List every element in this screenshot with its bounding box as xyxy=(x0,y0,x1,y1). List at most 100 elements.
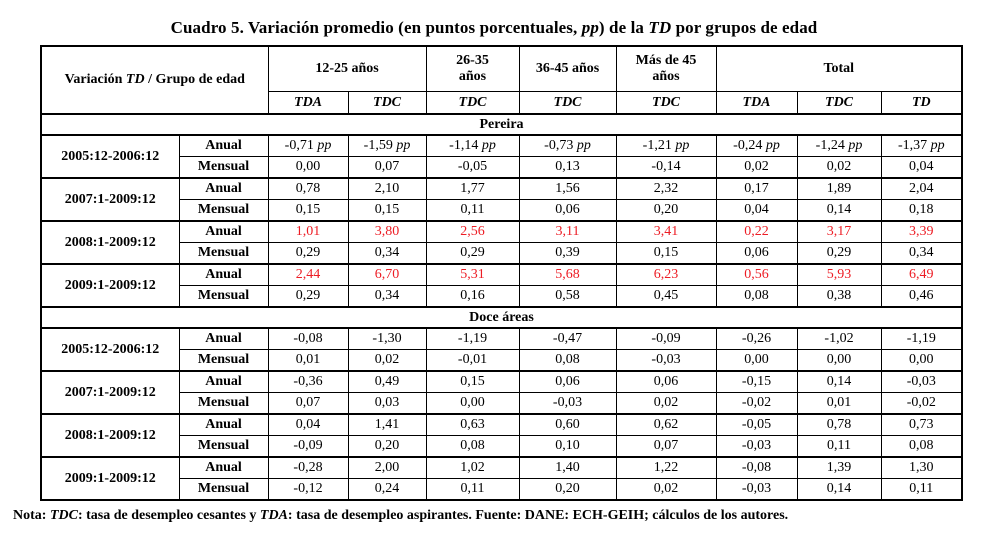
table-row: 2008:1-2009:12 Anual 0,04 1,41 0,63 0,60 0,62-… xyxy=(40,413,963,458)
value-cell: 0,18 xyxy=(880,199,963,222)
value-cell: 1,22 xyxy=(615,456,717,479)
value-cell: 0,10 xyxy=(518,435,617,458)
value-cell: 5,31 xyxy=(425,263,520,286)
value-cell: 1,30 xyxy=(880,456,963,479)
frequency-label: Anual xyxy=(178,134,269,157)
value-cell: 0,06 xyxy=(518,370,617,393)
value-cell: -0,08 xyxy=(715,456,798,479)
value-cell: 0,11 xyxy=(796,435,882,458)
value-cell: -0,24 pp xyxy=(715,134,798,157)
value-cell: -0,71 pp xyxy=(267,134,349,157)
value-cell: -1,14 pp xyxy=(425,134,520,157)
value-cell: -0,73 pp xyxy=(518,134,617,157)
value-cell: 0,20 xyxy=(518,478,617,501)
section-row: Pereira xyxy=(40,113,963,136)
table-row: Mensual -0,12 0,24 0,11 0,20 0,02 -0,03 0,14 0,1… xyxy=(41,478,963,501)
text-segment: / Grupo de edad xyxy=(144,72,245,88)
value-cell: -0,14 xyxy=(615,156,717,179)
value-cell: -0,12 xyxy=(267,478,349,501)
value-cell: 0,14 xyxy=(796,199,882,222)
table-body: Pereira 2005:12-2006:12 Anual -0,71 pp -1,59… xyxy=(40,113,963,501)
frequency-label: Mensual xyxy=(178,392,269,415)
value-cell: 0,06 xyxy=(518,199,617,222)
value-cell: 0,08 xyxy=(880,435,963,458)
value-cell: -0,05 xyxy=(715,413,798,436)
value-cell: -1,19 xyxy=(880,327,963,350)
table-row: Mensual -0,09 0,20 0,08 0,10 0,07 -0,03 0,11 0,0… xyxy=(41,435,963,458)
value-cell: -0,03 xyxy=(518,392,617,415)
value-cell: -1,30 xyxy=(347,327,427,350)
value-cell: 0,22 xyxy=(715,220,798,243)
value-cell: 6,70 xyxy=(347,263,427,286)
value-cell: 0,29 xyxy=(267,285,349,308)
period-cell: 2007:1-2009:12 xyxy=(40,370,180,415)
period-cell: 2009:1-2009:12 xyxy=(40,456,180,501)
value-cell: -1,02 xyxy=(796,327,882,350)
value-cell: 0,04 xyxy=(267,413,349,436)
value-cell: 3,39 xyxy=(880,220,963,243)
value-cell: 0,78 xyxy=(267,177,349,200)
section-label: Doce áreas xyxy=(40,306,963,329)
table-row: 2009:1-2009:12 Anual -0,28 2,00 1,02 1,40 1,22… xyxy=(40,456,963,501)
frequency-label: Mensual xyxy=(178,435,269,458)
table-row: Mensual 0,01 0,02 -0,01 0,08 -0,03 0,00 0,00 0,0… xyxy=(41,349,963,372)
value-cell: 0,78 xyxy=(796,413,882,436)
col-group-26-35: 26-35 años xyxy=(425,45,520,92)
col-group-mas-45: Más de 45 años xyxy=(615,45,717,92)
period-cell: 2005:12-2006:12 xyxy=(40,327,180,372)
value-cell: 0,15 xyxy=(615,242,717,265)
footnote: Nota: TDC: tasa de desempleo cesantes y … xyxy=(13,508,988,524)
subheader-tdc-mas-45: TDC xyxy=(615,91,717,115)
value-cell: 0,00 xyxy=(267,156,349,179)
value-cell: 0,02 xyxy=(796,156,882,179)
value-cell: 0,63 xyxy=(425,413,520,436)
value-cell: 1,89 xyxy=(796,177,882,200)
value-cell: -0,28 xyxy=(267,456,349,479)
value-cell: 0,13 xyxy=(518,156,617,179)
frequency-label: Anual xyxy=(178,413,269,436)
italic-text-segment: TD xyxy=(648,18,672,37)
frequency-label: Anual xyxy=(178,456,269,479)
pp-unit-label: pp xyxy=(478,138,496,154)
subheader-td-total: TD xyxy=(880,91,963,115)
value-cell: -0,09 xyxy=(267,435,349,458)
text-segment: : tasa de desempleo aspirantes. Fuente: … xyxy=(287,508,789,523)
subheader-tdc-12-25: TDC xyxy=(347,91,427,115)
frequency-label: Mensual xyxy=(178,156,269,179)
text-segment: por grupos de edad xyxy=(671,18,818,37)
value-cell: -1,19 xyxy=(425,327,520,350)
value-cell: 1,77 xyxy=(425,177,520,200)
table-row: 2005:12-2006:12 Anual -0,08 -1,30 -1,19 -0,47… xyxy=(40,327,963,372)
corner-header: Variación TD / Grupo de edad xyxy=(40,45,269,115)
value-cell: 1,40 xyxy=(518,456,617,479)
subheader-tdc-36-45: TDC xyxy=(518,91,617,115)
value-cell: 0,08 xyxy=(518,349,617,372)
value-cell: -0,05 xyxy=(425,156,520,179)
frequency-label: Anual xyxy=(178,263,269,286)
value-cell: -0,47 xyxy=(518,327,617,350)
pp-unit-label: pp xyxy=(671,138,690,154)
value-cell: 0,01 xyxy=(267,349,349,372)
table-row: 2007:1-2009:12 Anual -0,36 0,49 0,15 0,06 0,06… xyxy=(40,370,963,415)
value-cell: 5,68 xyxy=(518,263,617,286)
value-cell: 1,39 xyxy=(796,456,882,479)
value-cell: 2,56 xyxy=(425,220,520,243)
value-cell: -1,21 pp xyxy=(615,134,717,157)
value-cell: 0,07 xyxy=(347,156,427,179)
value-cell: 0,46 xyxy=(880,285,963,308)
pp-unit-label: pp xyxy=(762,138,780,154)
value-cell: -0,08 xyxy=(267,327,349,350)
text-segment: Cuadro 5. Variación promedio (en puntos … xyxy=(170,18,582,37)
value-cell: 2,32 xyxy=(615,177,717,200)
italic-text-segment: pp xyxy=(581,18,599,37)
value-cell: 3,17 xyxy=(796,220,882,243)
pp-unit-label: pp xyxy=(844,138,863,154)
text-segment: Nota: xyxy=(13,508,50,523)
period-cell: 2007:1-2009:12 xyxy=(40,177,180,222)
value-cell: 0,11 xyxy=(880,478,963,501)
variation-table: Variación TD / Grupo de edad 12-25 años … xyxy=(40,45,964,501)
text-segment: Variación xyxy=(64,72,126,88)
value-cell: -0,01 xyxy=(425,349,520,372)
value-cell: 0,06 xyxy=(715,242,798,265)
value-cell: 0,03 xyxy=(347,392,427,415)
